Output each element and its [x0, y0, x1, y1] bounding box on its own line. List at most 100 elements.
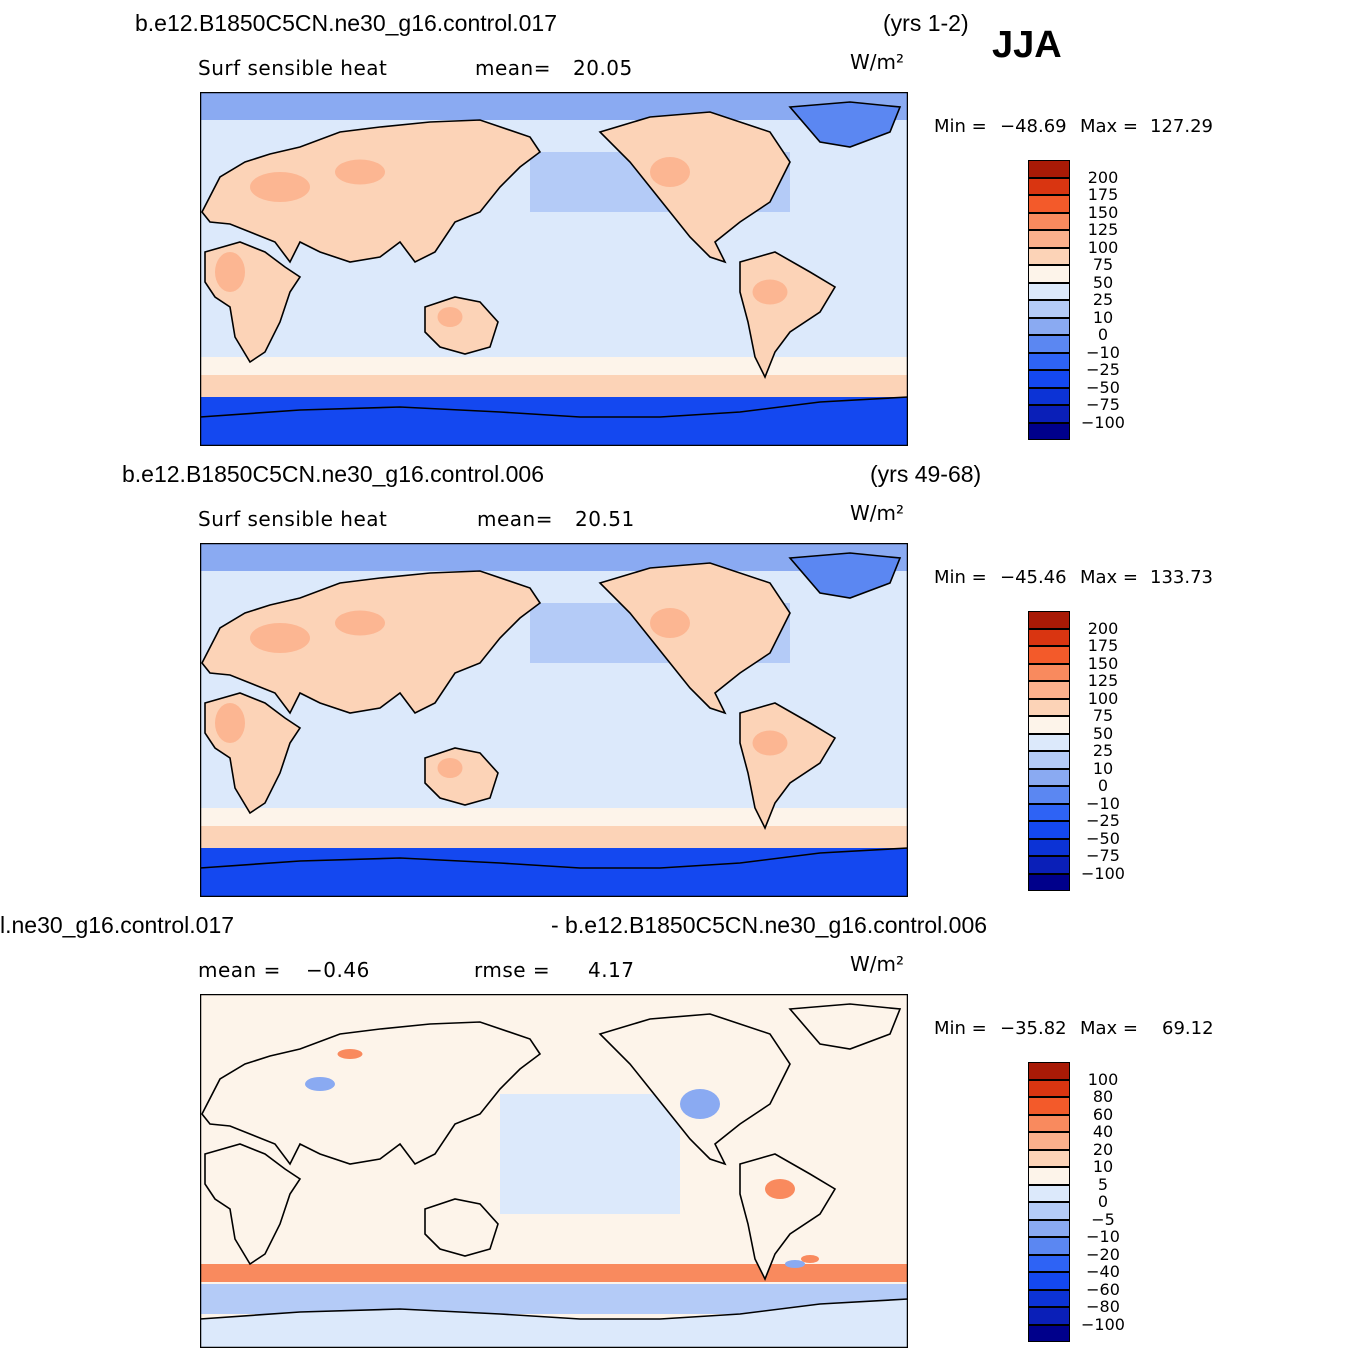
panel2-max-value: 133.73 [1150, 567, 1213, 588]
arctic-band [200, 543, 908, 571]
colorbar-box [1028, 335, 1070, 353]
colorbar-box [1028, 716, 1070, 734]
colorbar-box [1028, 1097, 1070, 1115]
warm-region [650, 608, 690, 638]
colorbar-tick-label: 0 [1097, 776, 1109, 795]
colorbar-tick-label: 200 [1087, 167, 1119, 187]
colorbar-tick-label: 10 [1092, 307, 1114, 327]
colorbar-tick-label: 5 [1097, 1174, 1109, 1194]
panel2-years: (yrs 49-68) [870, 461, 982, 487]
warm-region [215, 252, 245, 292]
panel1-units: W/m² [850, 50, 905, 74]
panel1-min-label: Min = [934, 116, 987, 137]
panel2-units: W/m² [850, 501, 905, 525]
panel3-mean-value: −0.46 [306, 958, 370, 982]
colorbar-box [1028, 1132, 1070, 1150]
colorbar-box [1028, 873, 1070, 891]
colorbar-box [1028, 663, 1070, 681]
colorbar-box [1028, 247, 1070, 265]
colorbar-box [1028, 317, 1070, 335]
panel3-min-value: −35.82 [1000, 1018, 1067, 1039]
warm-region [437, 758, 463, 778]
colorbar-tick-label: 80 [1092, 1087, 1114, 1106]
warm-region [250, 172, 310, 202]
panel2-min-value: −45.46 [1000, 567, 1067, 588]
colorbar-box [1028, 733, 1070, 751]
colorbar-box [1028, 838, 1070, 856]
southern-ocean-band [200, 375, 908, 397]
colorbar-box [1028, 1289, 1070, 1307]
colorbar-tick-label: 60 [1092, 1104, 1114, 1124]
colorbar-tick-label: 25 [1092, 741, 1114, 760]
season-label: JJA [992, 24, 1062, 66]
colorbar-tick-label: −50 [1086, 828, 1120, 848]
colorbar-tick-label: −10 [1086, 793, 1120, 813]
negative-region [785, 1260, 805, 1268]
southern-band [200, 808, 908, 826]
colorbar-box [1028, 265, 1070, 283]
colorbar-box [1028, 681, 1070, 699]
panel3-case-left: l.ne30_g16.control.017 [0, 912, 235, 938]
land-greenland [788, 1003, 902, 1050]
colorbar-box [1028, 212, 1070, 230]
warm-region [437, 307, 463, 327]
map-frame [200, 543, 908, 897]
land-africa [204, 1143, 302, 1266]
colorbar-tick-label: −80 [1086, 1297, 1120, 1316]
colorbar-tick-label: −60 [1086, 1279, 1120, 1299]
panel1-mean-label: mean= [475, 56, 551, 80]
panel3-case-right: - b.e12.B1850C5CN.ne30_g16.control.006 [551, 912, 988, 938]
colorbar-tick-label: 125 [1087, 671, 1119, 690]
panel1-max-label: Max = [1080, 116, 1139, 137]
colorbar-tick-label: 50 [1092, 723, 1114, 743]
colorbar-tick-label: −40 [1086, 1262, 1120, 1281]
colorbar-tick-label: 0 [1097, 325, 1109, 344]
land-greenland [788, 552, 902, 599]
colorbar-tick-label: −100 [1081, 863, 1125, 883]
colorbar-tick-label: 10 [1092, 1157, 1114, 1176]
colorbar-box [1028, 768, 1070, 786]
panel3-min-label: Min = [934, 1018, 987, 1039]
panel1-variable: Surf sensible heat [198, 56, 388, 80]
land-australia [424, 1198, 499, 1257]
negative-region [680, 1089, 720, 1119]
colorbar-tick-label: −75 [1086, 846, 1120, 865]
land-eurasia [201, 570, 542, 715]
colorbar-tick-label: −25 [1086, 811, 1120, 830]
colorbar-tick-label: −75 [1086, 395, 1120, 414]
colorbar-box [1028, 300, 1070, 318]
panel3-max-label: Max = [1080, 1018, 1139, 1039]
land-namerica [598, 111, 791, 264]
colorbar-tick-label: 175 [1087, 185, 1119, 204]
colorbar-box [1028, 282, 1070, 300]
warm-region [752, 730, 788, 756]
land-namerica [598, 562, 791, 715]
colorbar-tick-label: 10 [1092, 758, 1114, 778]
colorbar-tick-label: 75 [1092, 255, 1114, 274]
land-greenland [788, 101, 902, 148]
panel3-colorbar [1028, 1062, 1072, 1342]
arctic-band [200, 92, 908, 120]
colorbar-tick-label: −100 [1081, 1314, 1125, 1334]
panel2-variable: Surf sensible heat [198, 507, 388, 531]
panel1-min-value: −48.69 [1000, 116, 1067, 137]
colorbar-box [1028, 1307, 1070, 1325]
negative-region [305, 1077, 335, 1091]
colorbar-box [1028, 1167, 1070, 1185]
colorbar-box [1028, 698, 1070, 716]
land-namerica [598, 1013, 791, 1166]
positive-region [801, 1255, 819, 1263]
colorbar-box [1028, 628, 1070, 646]
colorbar-tick-label: 200 [1087, 618, 1119, 638]
warm-region [335, 610, 385, 636]
panel1-map [200, 92, 908, 446]
warm-region [250, 623, 310, 653]
colorbar-tick-label: 50 [1092, 272, 1114, 292]
panel3-units: W/m² [850, 952, 905, 976]
panel3-map [200, 994, 908, 1348]
colorbar-box [1028, 1237, 1070, 1255]
colorbar-tick-label: −50 [1086, 377, 1120, 397]
colorbar-box [1028, 405, 1070, 423]
colorbar-box [1028, 646, 1070, 664]
colorbar-tick-label: −10 [1086, 342, 1120, 362]
